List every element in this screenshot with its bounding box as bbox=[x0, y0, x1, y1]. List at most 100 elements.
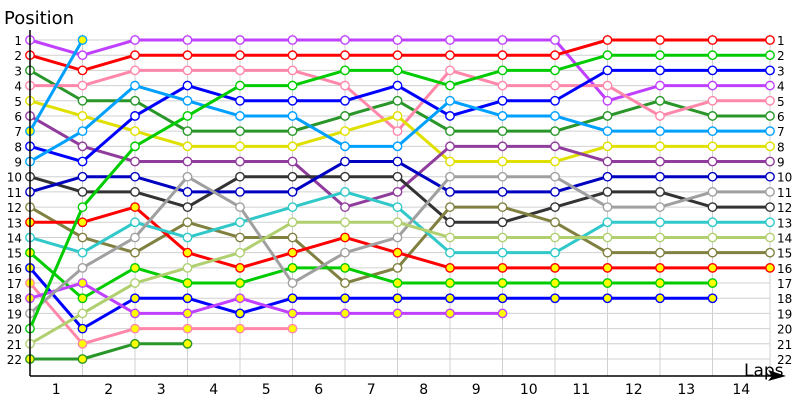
data-point-4 bbox=[707, 95, 718, 106]
data-point-6 bbox=[182, 156, 193, 167]
data-point-14 bbox=[550, 247, 560, 258]
data-point-19 bbox=[235, 202, 245, 212]
data-point-1 bbox=[182, 35, 193, 45]
x-tick-label: 13 bbox=[677, 382, 695, 398]
data-point-14 bbox=[235, 217, 245, 228]
data-point-15 bbox=[550, 278, 560, 288]
data-point-3 bbox=[655, 95, 665, 106]
data-point-19 bbox=[765, 187, 775, 197]
data-point-10 bbox=[130, 187, 140, 197]
data-point-21 bbox=[130, 278, 140, 288]
data-point-20 bbox=[765, 50, 775, 61]
data-point-3 bbox=[235, 126, 245, 137]
data-point-18 bbox=[445, 308, 455, 319]
data-point-17 bbox=[235, 323, 245, 334]
data-point-2 bbox=[550, 50, 560, 61]
data-point-9 bbox=[182, 95, 193, 106]
data-point-1 bbox=[77, 50, 88, 61]
y-tick-label-left: 16 bbox=[7, 262, 22, 276]
y-tick-label-left: 7 bbox=[14, 125, 22, 139]
data-point-17 bbox=[130, 323, 140, 334]
data-point-3 bbox=[182, 126, 193, 137]
data-point-8 bbox=[287, 95, 298, 106]
data-point-8 bbox=[765, 65, 775, 76]
data-point-1 bbox=[130, 35, 140, 45]
data-point-14 bbox=[130, 217, 140, 228]
y-tick-label-left: 9 bbox=[14, 156, 22, 170]
data-point-14 bbox=[655, 217, 665, 228]
data-point-12 bbox=[765, 247, 775, 258]
y-tick-label-right: 17 bbox=[777, 277, 792, 291]
y-tick-label-right: 7 bbox=[777, 125, 785, 139]
data-point-16 bbox=[445, 293, 455, 304]
data-point-3 bbox=[497, 126, 508, 137]
y-tick-label-right: 3 bbox=[777, 64, 785, 78]
data-point-6 bbox=[445, 141, 455, 152]
data-point-1 bbox=[550, 35, 560, 45]
y-tick-label-left: 12 bbox=[7, 201, 22, 215]
data-point-16 bbox=[550, 293, 560, 304]
x-tick-label: 5 bbox=[262, 382, 271, 398]
data-point-13 bbox=[765, 262, 775, 273]
data-point-10 bbox=[182, 202, 193, 212]
y-tick-label-left: 17 bbox=[7, 277, 22, 291]
data-point-18 bbox=[182, 308, 193, 319]
data-point-13 bbox=[602, 262, 613, 273]
data-point-6 bbox=[707, 156, 718, 167]
data-point-4 bbox=[235, 65, 245, 76]
data-point-11 bbox=[550, 187, 560, 197]
data-point-2 bbox=[77, 65, 88, 76]
data-point-6 bbox=[765, 156, 775, 167]
data-point-8 bbox=[550, 95, 560, 106]
data-point-7 bbox=[77, 35, 88, 45]
data-point-21 bbox=[497, 232, 508, 243]
data-point-11 bbox=[602, 171, 613, 182]
data-point-16 bbox=[497, 293, 508, 304]
y-tick-label-right: 10 bbox=[777, 171, 792, 185]
data-point-2 bbox=[182, 50, 193, 61]
data-point-12 bbox=[550, 217, 560, 228]
data-point-12 bbox=[392, 262, 403, 273]
data-point-20 bbox=[287, 80, 298, 91]
data-point-21 bbox=[287, 217, 298, 228]
data-point-17 bbox=[182, 323, 193, 334]
data-point-6 bbox=[287, 156, 298, 167]
data-point-2 bbox=[602, 35, 613, 45]
data-point-16 bbox=[235, 308, 245, 319]
data-point-18 bbox=[77, 278, 88, 288]
data-point-4 bbox=[765, 95, 775, 106]
data-point-20 bbox=[445, 80, 455, 91]
data-point-1 bbox=[707, 80, 718, 91]
y-tick-label-left: 22 bbox=[7, 353, 22, 367]
data-point-10 bbox=[765, 202, 775, 212]
data-point-17 bbox=[77, 338, 88, 349]
y-tick-label-right: 15 bbox=[777, 247, 792, 261]
data-point-12 bbox=[602, 247, 613, 258]
data-point-8 bbox=[130, 111, 140, 121]
data-point-13 bbox=[707, 262, 718, 273]
data-point-19 bbox=[77, 262, 88, 273]
data-point-19 bbox=[130, 232, 140, 243]
y-tick-label-left: 13 bbox=[7, 216, 22, 230]
data-point-12 bbox=[77, 232, 88, 243]
y-tick-label-left: 8 bbox=[14, 140, 22, 154]
data-point-13 bbox=[392, 247, 403, 258]
data-point-6 bbox=[655, 156, 665, 167]
data-point-13 bbox=[182, 247, 193, 258]
data-point-4 bbox=[602, 80, 613, 91]
data-point-16 bbox=[602, 293, 613, 304]
data-point-19 bbox=[392, 232, 403, 243]
y-tick-label-right: 14 bbox=[777, 231, 792, 245]
data-point-20 bbox=[707, 50, 718, 61]
y-tick-label-left: 18 bbox=[7, 292, 22, 306]
x-tick-label: 2 bbox=[104, 382, 113, 398]
data-point-12 bbox=[130, 247, 140, 258]
y-tick-label-left: 2 bbox=[14, 49, 22, 63]
y-tick-label-right: 22 bbox=[777, 353, 792, 367]
y-tick-label-left: 19 bbox=[7, 307, 22, 321]
data-point-22 bbox=[130, 338, 140, 349]
x-tick-label: 4 bbox=[209, 382, 218, 398]
x-tick-label: 8 bbox=[419, 382, 428, 398]
data-point-2 bbox=[707, 35, 718, 45]
data-point-22 bbox=[77, 354, 88, 364]
